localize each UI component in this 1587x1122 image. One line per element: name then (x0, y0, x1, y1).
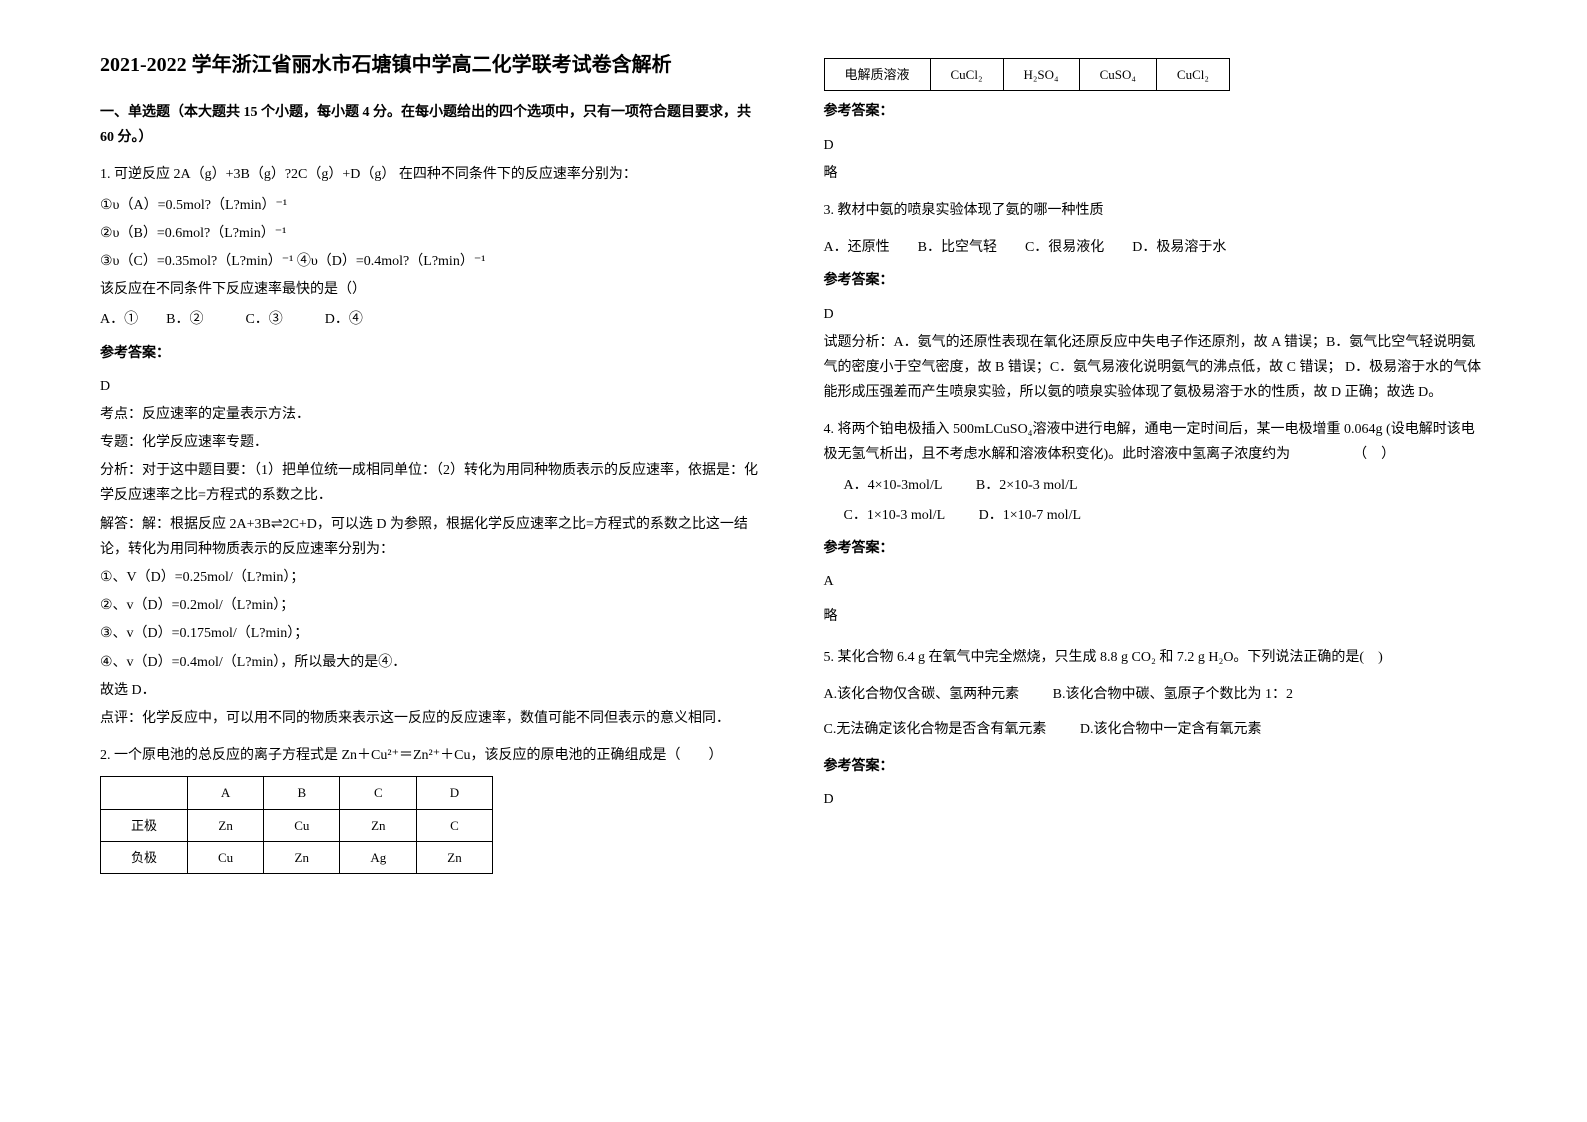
table-cell: Cu (264, 809, 340, 841)
table-cell: B (264, 777, 340, 809)
table-cell: 负极 (101, 842, 188, 874)
q2-answer: D (824, 133, 1488, 158)
table-row: 正极 Zn Cu Zn C (101, 809, 493, 841)
question-4-stem: 4. 将两个铂电极插入 500mLCuSO₄溶液中进行电解，通电一定时间后，某一… (824, 417, 1488, 467)
q1-answer: D (100, 374, 764, 399)
table-cell: Cu (188, 842, 264, 874)
q1-ask: 该反应在不同条件下反应速率最快的是（） (100, 277, 764, 302)
q1-exp10: 点评：化学反应中，可以用不同的物质来表示这一反应的反应速率，数值可能不同但表示的… (100, 706, 764, 731)
table-row: 负极 Cu Zn Ag Zn (101, 842, 493, 874)
q1-exp7: ③、v（D）=0.175mol/（L?min）； (100, 621, 764, 646)
q3-answer-label: 参考答案： (824, 268, 1488, 293)
q1-exp1: 考点：反应速率的定量表示方法． (100, 402, 764, 427)
table-cell (101, 777, 188, 809)
q4-options-row2: C．1×10-3 mol/L D．1×10-7 mol/L (844, 503, 1488, 528)
table-cell: D (417, 777, 492, 809)
q2-answer-label: 参考答案： (824, 99, 1488, 124)
table-cell: 正极 (101, 809, 188, 841)
table-cell: Ag (340, 842, 417, 874)
q4-optD: D．1×10-7 mol/L (979, 503, 1081, 528)
q5-optB: B.该化合物中碳、氢原子个数比为 1：2 (1053, 682, 1293, 707)
q2-exp: 略 (824, 161, 1488, 186)
question-2-stem: 2. 一个原电池的总反应的离子方程式是 Zn＋Cu²⁺＝Zn²⁺＋Cu，该反应的… (100, 743, 764, 768)
q5-answer: D (824, 787, 1488, 812)
q4-exp: 略 (824, 604, 1488, 629)
table-cell: Zn (188, 809, 264, 841)
q3-answer: D (824, 302, 1488, 327)
table-cell: C (340, 777, 417, 809)
table-cell: C (417, 809, 492, 841)
section-1-header: 一、单选题（本大题共 15 个小题，每小题 4 分。在每小题给出的四个选项中，只… (100, 100, 764, 150)
table-cell: A (188, 777, 264, 809)
q4-options-row1: A．4×10-3mol/L B．2×10-3 mol/L (844, 473, 1488, 498)
q1-exp6: ②、v（D）=0.2mol/（L?min）； (100, 593, 764, 618)
q1-cond1: ①υ（A）=0.5mol?（L?min）⁻¹ (100, 193, 764, 218)
q3-options: A．还原性 B．比空气轻 C．很易液化 D．极易溶于水 (824, 235, 1488, 260)
q1-exp3: 分析：对于这中题目要：（1）把单位统一成相同单位：（2）转化为用同种物质表示的反… (100, 458, 764, 508)
q1-cond2: ②υ（B）=0.6mol?（L?min）⁻¹ (100, 221, 764, 246)
q1-exp2: 专题：化学反应速率专题． (100, 430, 764, 455)
exam-title: 2021-2022 学年浙江省丽水市石塘镇中学高二化学联考试卷含解析 (100, 50, 764, 80)
q5-optD: D.该化合物中一定含有氧元素 (1080, 717, 1262, 742)
q4-answer-label: 参考答案： (824, 536, 1488, 561)
q1-exp4: 解答：解：根据反应 2A+3B⇌2C+D，可以选 D 为参照，根据化学反应速率之… (100, 512, 764, 562)
table-row: 电解质溶液 CuCl₂ H₂SO₄ CuSO₄ CuCl₂ (824, 59, 1229, 91)
question-1-stem: 1. 可逆反应 2A（g）+3B（g）?2C（g）+D（g） 在四种不同条件下的… (100, 162, 764, 187)
left-column: 2021-2022 学年浙江省丽水市石塘镇中学高二化学联考试卷含解析 一、单选题… (100, 50, 764, 882)
q5-options-row1: A.该化合物仅含碳、氢两种元素 B.该化合物中碳、氢原子个数比为 1：2 (824, 682, 1488, 707)
table-row: A B C D (101, 777, 493, 809)
table-cell: 电解质溶液 (824, 59, 930, 91)
q5-optA: A.该化合物仅含碳、氢两种元素 (824, 682, 1020, 707)
q2-table-electrolyte: 电解质溶液 CuCl₂ H₂SO₄ CuSO₄ CuCl₂ (824, 58, 1230, 91)
q1-exp5: ①、V（D）=0.25mol/（L?min）； (100, 565, 764, 590)
question-3-stem: 3. 教材中氨的喷泉实验体现了氨的哪一种性质 (824, 198, 1488, 223)
table-cell: CuSO₄ (1079, 59, 1156, 91)
q1-exp8: ④、v（D）=0.4mol/（L?min），所以最大的是④． (100, 650, 764, 675)
q5-optC: C.无法确定该化合物是否含有氧元素 (824, 717, 1047, 742)
q5-answer-label: 参考答案： (824, 754, 1488, 779)
question-5-stem: 5. 某化合物 6.4 g 在氧气中完全燃烧，只生成 8.8 g CO₂ 和 7… (824, 645, 1488, 670)
q4-answer: A (824, 569, 1488, 594)
table-cell: Zn (417, 842, 492, 874)
q1-answer-label: 参考答案： (100, 341, 764, 366)
q1-cond3: ③υ（C）=0.35mol?（L?min）⁻¹ ④υ（D）=0.4mol?（L?… (100, 249, 764, 274)
q1-options: A．① B．② C．③ D．④ (100, 307, 764, 332)
table-cell: Zn (264, 842, 340, 874)
table-cell: CuCl₂ (1156, 59, 1229, 91)
q2-table-electrodes: A B C D 正极 Zn Cu Zn C 负极 Cu Zn Ag Zn (100, 776, 493, 874)
q4-optC: C．1×10-3 mol/L (844, 503, 946, 528)
q3-exp: 试题分析：A．氨气的还原性表现在氧化还原反应中失电子作还原剂，故 A 错误；B．… (824, 330, 1488, 406)
right-column: 电解质溶液 CuCl₂ H₂SO₄ CuSO₄ CuCl₂ 参考答案： D 略 … (824, 50, 1488, 882)
q1-exp9: 故选 D． (100, 678, 764, 703)
q5-options-row2: C.无法确定该化合物是否含有氧元素 D.该化合物中一定含有氧元素 (824, 717, 1488, 742)
q4-optB: B．2×10-3 mol/L (976, 473, 1078, 498)
table-cell: H₂SO₄ (1003, 59, 1079, 91)
table-cell: Zn (340, 809, 417, 841)
q4-optA: A．4×10-3mol/L (844, 473, 943, 498)
table-cell: CuCl₂ (930, 59, 1003, 91)
